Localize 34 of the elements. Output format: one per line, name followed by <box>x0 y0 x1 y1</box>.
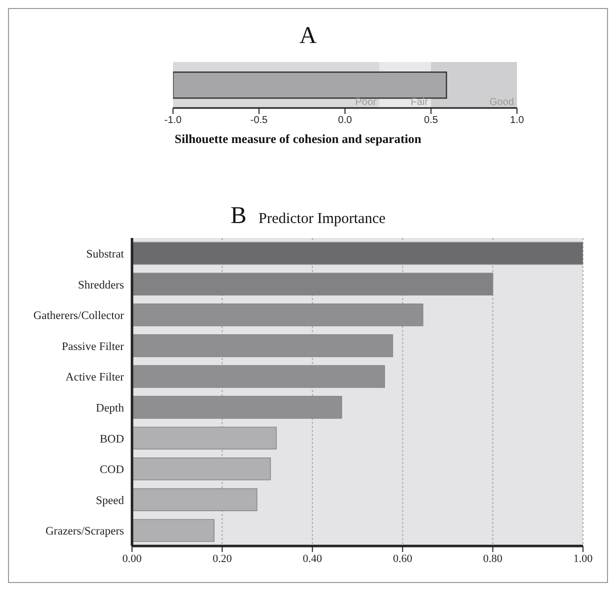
x-tick-label: 0.00 <box>122 552 142 565</box>
chart-title: A <box>299 23 317 49</box>
bar <box>132 396 342 419</box>
y-tick-label: Grazers/Scrapers <box>45 526 125 538</box>
y-tick-label: Substrat <box>86 248 125 260</box>
bar <box>132 242 583 265</box>
y-tick-label: Shredders <box>78 279 125 292</box>
bar <box>132 304 424 326</box>
bar <box>132 365 385 388</box>
y-tick-label: Active Filter <box>66 372 124 384</box>
bar <box>132 334 394 358</box>
bar <box>132 519 214 542</box>
chart-subtitle: Predictor Importance <box>258 211 386 227</box>
y-tick-label: Speed <box>96 494 124 507</box>
x-tick-label: 0.0 <box>338 115 352 126</box>
band-label: Fair <box>410 97 429 108</box>
x-tick-label: 0.40 <box>302 552 323 565</box>
x-tick-label: -0.5 <box>250 115 268 126</box>
bar <box>132 272 494 296</box>
y-tick-label: Passive Filter <box>62 340 124 353</box>
x-axis-title: Silhouette measure of cohesion and separation <box>174 132 422 147</box>
x-tick-label: 1.00 <box>573 552 594 565</box>
x-tick-label: 0.60 <box>392 552 413 565</box>
x-tick-label: 1.0 <box>510 115 524 126</box>
band-label: Poor <box>355 97 378 108</box>
y-tick-label: Depth <box>96 402 124 414</box>
x-tick-label: 0.5 <box>424 115 438 126</box>
x-tick-label: 0.20 <box>212 552 232 565</box>
x-tick-label: -1.0 <box>164 115 182 126</box>
x-tick-label: 0.80 <box>483 552 503 565</box>
chart-title: B <box>230 203 246 229</box>
y-tick-label: BOD <box>100 433 124 446</box>
y-tick-label: COD <box>100 464 124 476</box>
y-tick-label: Gatherers/Collector <box>33 310 124 322</box>
